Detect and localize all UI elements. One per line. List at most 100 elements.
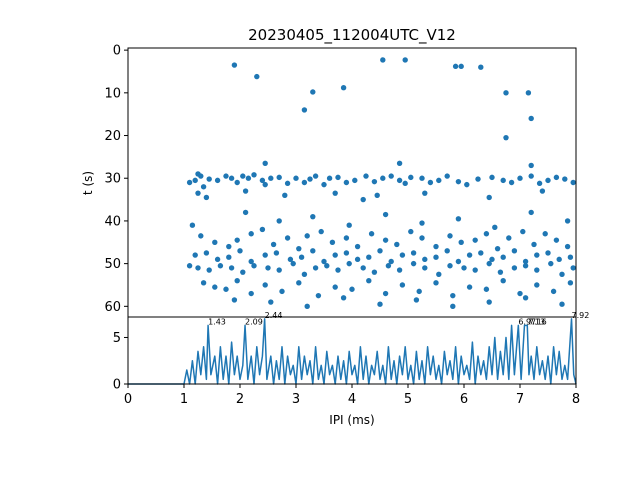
scatter-point — [371, 269, 378, 275]
scatter-point — [478, 250, 484, 256]
scatter-point — [312, 265, 319, 271]
y-tick-label: 40 — [104, 214, 121, 229]
scatter-point — [298, 254, 305, 260]
scatter-point — [422, 256, 428, 263]
scatter-point — [335, 174, 341, 181]
scatter-point — [539, 188, 546, 194]
scatter-point — [483, 231, 490, 237]
scatter-point — [483, 286, 490, 292]
scatter-point — [279, 288, 285, 295]
scatter-point — [346, 260, 352, 267]
scatter-point — [240, 269, 246, 275]
scatter-point — [287, 256, 294, 263]
scatter-point — [553, 237, 560, 243]
x-tick-label: 3 — [292, 392, 300, 407]
ipi-y-tick-label: 0 — [113, 378, 121, 393]
peak-annotation: 2.44 — [265, 311, 283, 320]
scatter-point — [548, 260, 554, 267]
scatter-point — [326, 175, 333, 181]
scatter-point — [419, 235, 425, 241]
scatter-point — [486, 194, 492, 201]
scatter-point — [399, 252, 406, 258]
scatter-point — [324, 263, 330, 269]
peak-annotation: 1.43 — [208, 317, 226, 326]
scatter-point — [251, 263, 257, 269]
y-tick-label: 50 — [104, 257, 121, 272]
scatter-point — [214, 256, 221, 263]
scatter-point — [198, 173, 204, 179]
scatter-point — [542, 231, 548, 237]
scatter-point — [380, 57, 386, 63]
scatter-point — [564, 243, 571, 250]
scatter-point — [382, 237, 389, 243]
scatter-point — [366, 278, 372, 284]
scatter-point — [301, 179, 308, 186]
scatter-point — [340, 85, 347, 91]
peak-annotation: 7.13 — [527, 317, 545, 326]
scatter-point — [315, 292, 322, 299]
scatter-point — [293, 175, 299, 181]
scatter-point — [517, 175, 523, 181]
scatter-point — [214, 177, 221, 184]
scatter-point — [251, 172, 257, 178]
scatter-point — [534, 282, 540, 288]
scatter-point — [259, 226, 266, 233]
scatter-point — [396, 177, 403, 184]
scatter-point — [343, 179, 350, 186]
scatter-point — [259, 177, 266, 184]
scatter-point — [200, 184, 207, 190]
scatter-point — [472, 237, 478, 243]
scatter-point — [268, 175, 274, 181]
scatter-point — [385, 263, 392, 269]
scatter-point — [206, 267, 212, 273]
scatter-point — [486, 260, 492, 267]
scatter-point — [377, 301, 383, 307]
scatter-point — [452, 63, 459, 70]
ipi-series-line — [128, 318, 577, 385]
scatter-point — [394, 241, 400, 248]
scatter-point — [276, 174, 282, 181]
scatter-point — [408, 174, 414, 181]
scatter-point — [360, 196, 366, 203]
scatter-point — [231, 297, 238, 303]
scatter-point — [223, 173, 229, 179]
scatter-point — [276, 218, 282, 224]
scatter-point — [472, 267, 478, 273]
scatter-point — [517, 290, 523, 297]
scatter-point — [248, 258, 254, 265]
scatter-point — [450, 303, 456, 310]
scatter-point — [217, 263, 224, 269]
scatter-point — [318, 228, 324, 235]
scatter-point — [416, 288, 422, 295]
scatter-point — [475, 176, 481, 182]
scatter-point — [534, 267, 540, 273]
x-axis-ticks: 0 1 2 3 4 5 6 7 8 — [124, 384, 580, 407]
scatter-point — [388, 258, 394, 265]
scatter-points — [186, 57, 576, 310]
scatter-point — [335, 267, 341, 273]
x-tick-label: 0 — [124, 392, 132, 407]
scatter-point — [520, 228, 526, 235]
scatter-point — [433, 243, 439, 250]
scatter-point — [522, 295, 529, 301]
scatter-point — [234, 278, 240, 284]
scatter-point — [550, 288, 557, 295]
scatter-point — [436, 177, 442, 184]
scatter-point — [234, 237, 240, 243]
scatter-point — [195, 190, 201, 196]
scatter-point — [195, 265, 201, 271]
y-tick-label: 60 — [104, 300, 121, 315]
scatter-point — [413, 297, 420, 303]
scatter-point — [503, 134, 509, 141]
scatter-point — [304, 303, 310, 310]
scatter-point — [343, 250, 350, 256]
scatter-point — [478, 64, 484, 70]
scatter-point — [528, 209, 534, 216]
scatter-point — [192, 177, 198, 184]
scatter-point — [360, 265, 366, 271]
peak-annotation: 7.16 — [529, 317, 547, 326]
ipi-plot-frame — [127, 316, 577, 385]
scatter-point — [377, 248, 383, 254]
scatter-point — [240, 173, 246, 179]
